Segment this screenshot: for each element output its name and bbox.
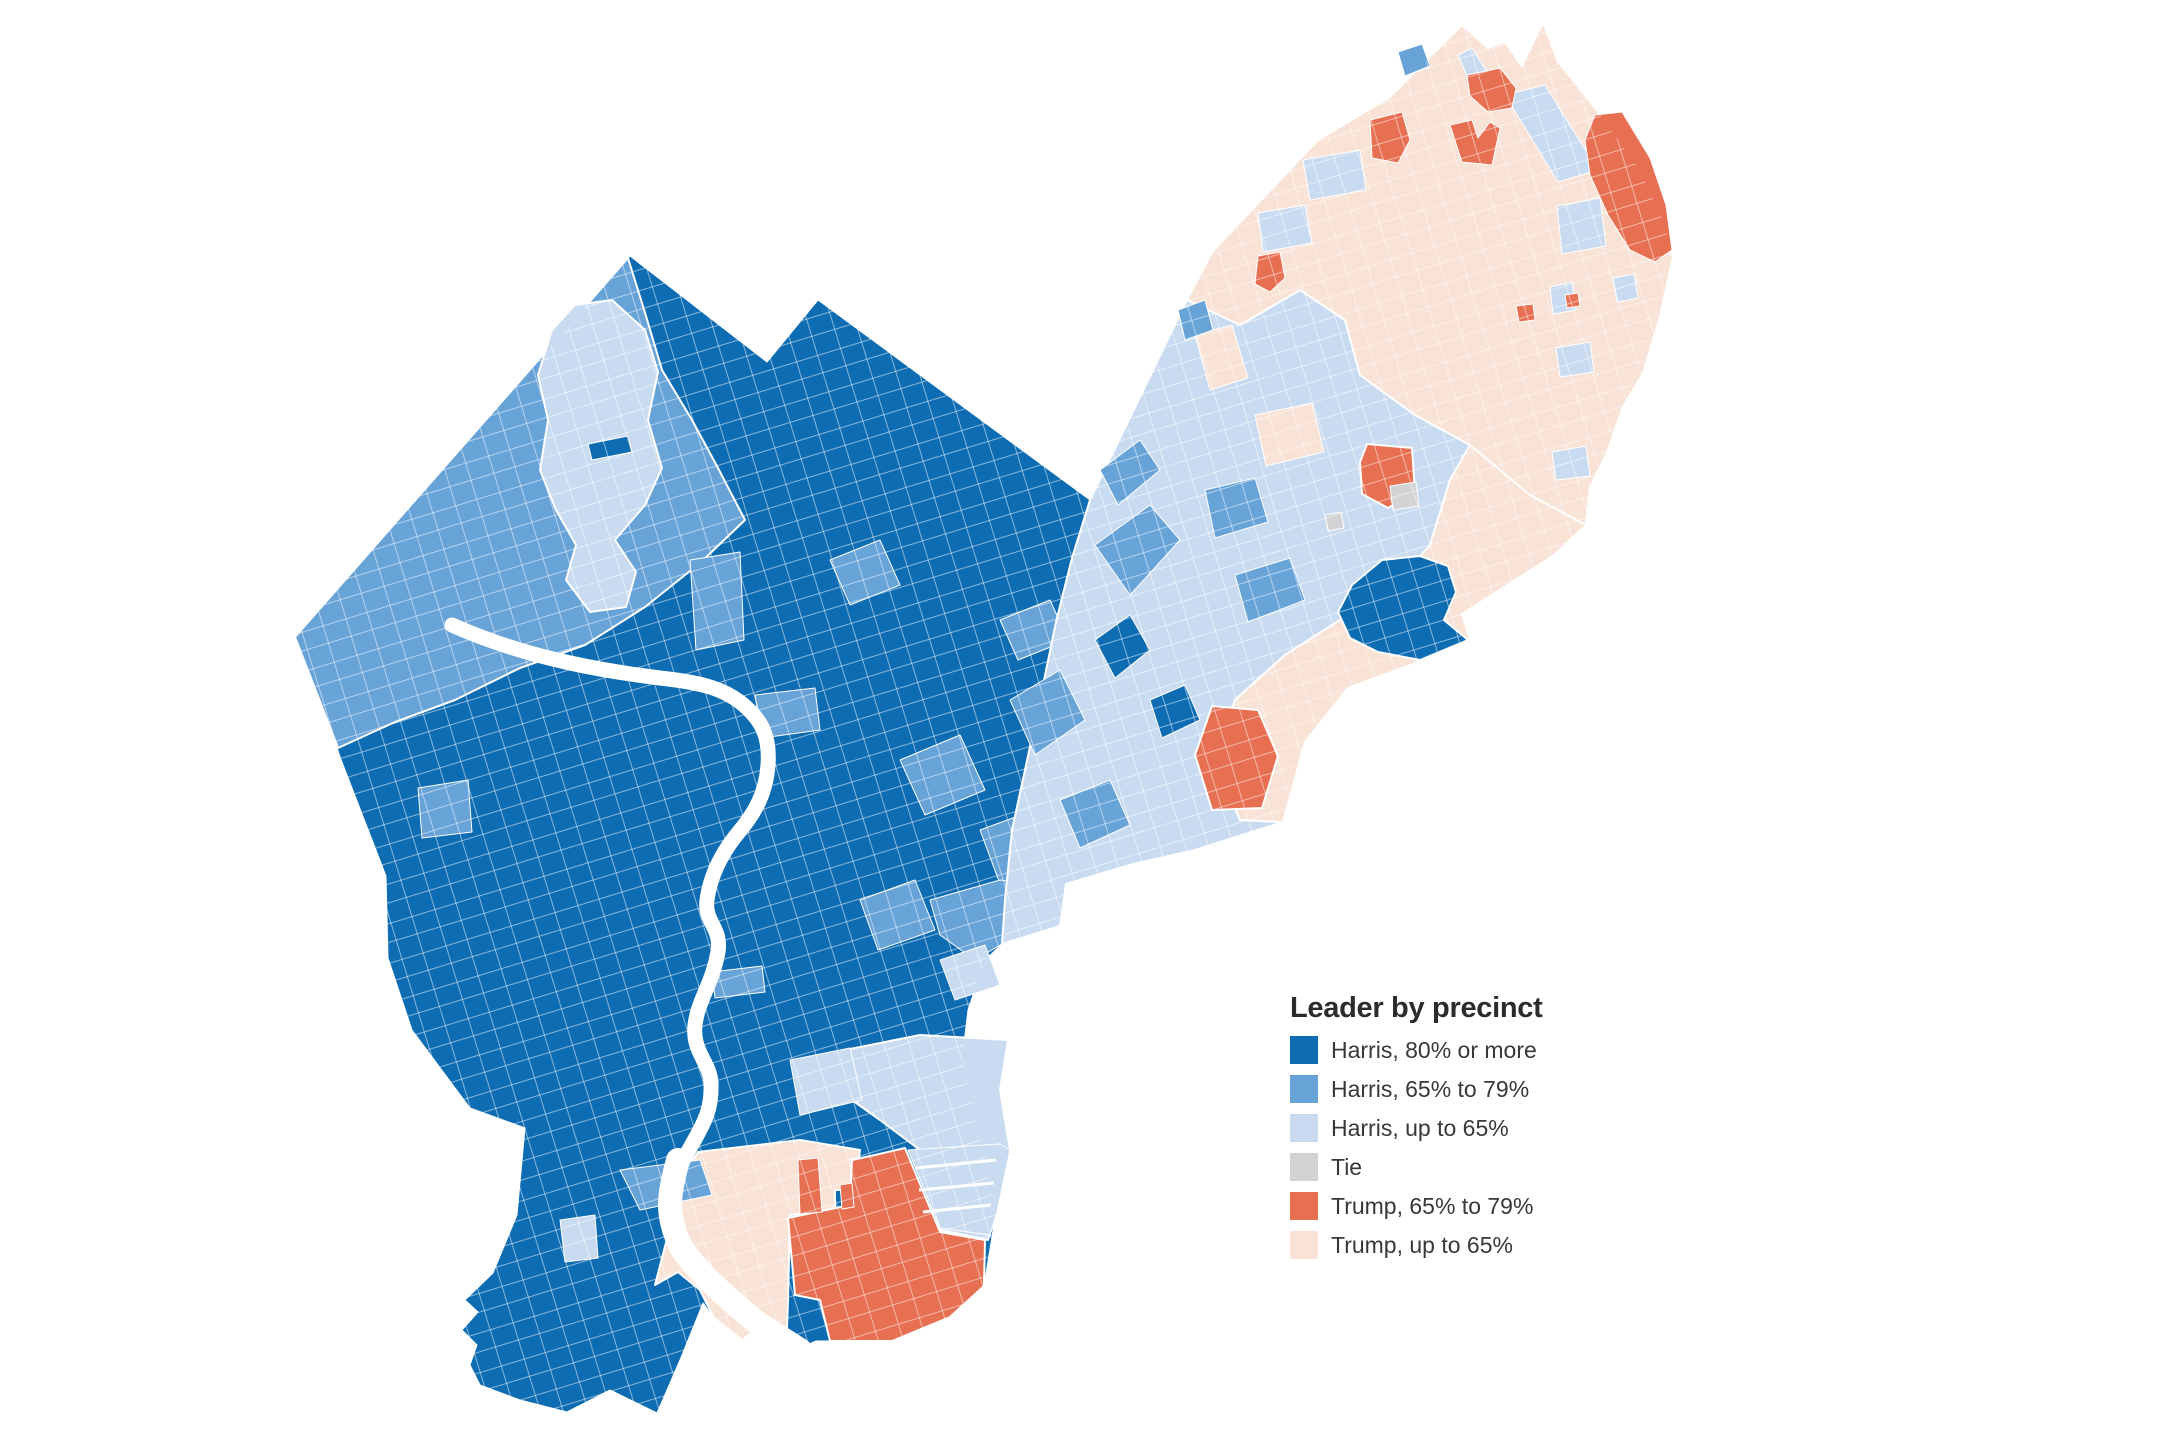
legend-title: Leader by precinct xyxy=(1290,992,1543,1024)
legend-swatch-trump-under-65 xyxy=(1290,1231,1318,1259)
pier-stripe xyxy=(922,1203,992,1214)
legend-item-harris-65-79: Harris, 65% to 79% xyxy=(1290,1075,1650,1103)
legend-label: Harris, 65% to 79% xyxy=(1331,1076,1530,1102)
legend-label: Tie xyxy=(1331,1154,1363,1180)
legend-item-harris-under-65: Harris, up to 65% xyxy=(1290,1114,1650,1142)
legend-label: Trump, up to 65% xyxy=(1331,1232,1513,1258)
legend-item-trump-under-65: Trump, up to 65% xyxy=(1290,1231,1650,1259)
river xyxy=(444,617,812,1362)
legend-swatch-harris-under-65 xyxy=(1290,1114,1318,1142)
legend-item-tie: Tie xyxy=(1290,1153,1650,1181)
precinct-grid-texture xyxy=(295,22,1673,1413)
legend-swatch-harris-65-79 xyxy=(1290,1075,1318,1103)
pier-stripe xyxy=(918,1181,995,1192)
legend-label: Trump, 65% to 79% xyxy=(1331,1193,1534,1219)
legend-label: Harris, up to 65% xyxy=(1331,1115,1509,1141)
legend-item-trump-65-79: Trump, 65% to 79% xyxy=(1290,1192,1650,1220)
legend: Leader by precinct Harris, 80% or more H… xyxy=(1290,992,1650,1259)
pier-stripes xyxy=(915,1158,997,1214)
legend-item-harris-80-plus: Harris, 80% or more xyxy=(1290,1036,1650,1064)
legend-label: Harris, 80% or more xyxy=(1331,1037,1537,1063)
legend-swatch-harris-80-plus xyxy=(1290,1036,1318,1064)
pier-stripe xyxy=(915,1158,997,1170)
legend-swatch-trump-65-79 xyxy=(1290,1192,1318,1220)
river-mouth xyxy=(658,1148,812,1362)
legend-swatch-tie xyxy=(1290,1153,1318,1181)
